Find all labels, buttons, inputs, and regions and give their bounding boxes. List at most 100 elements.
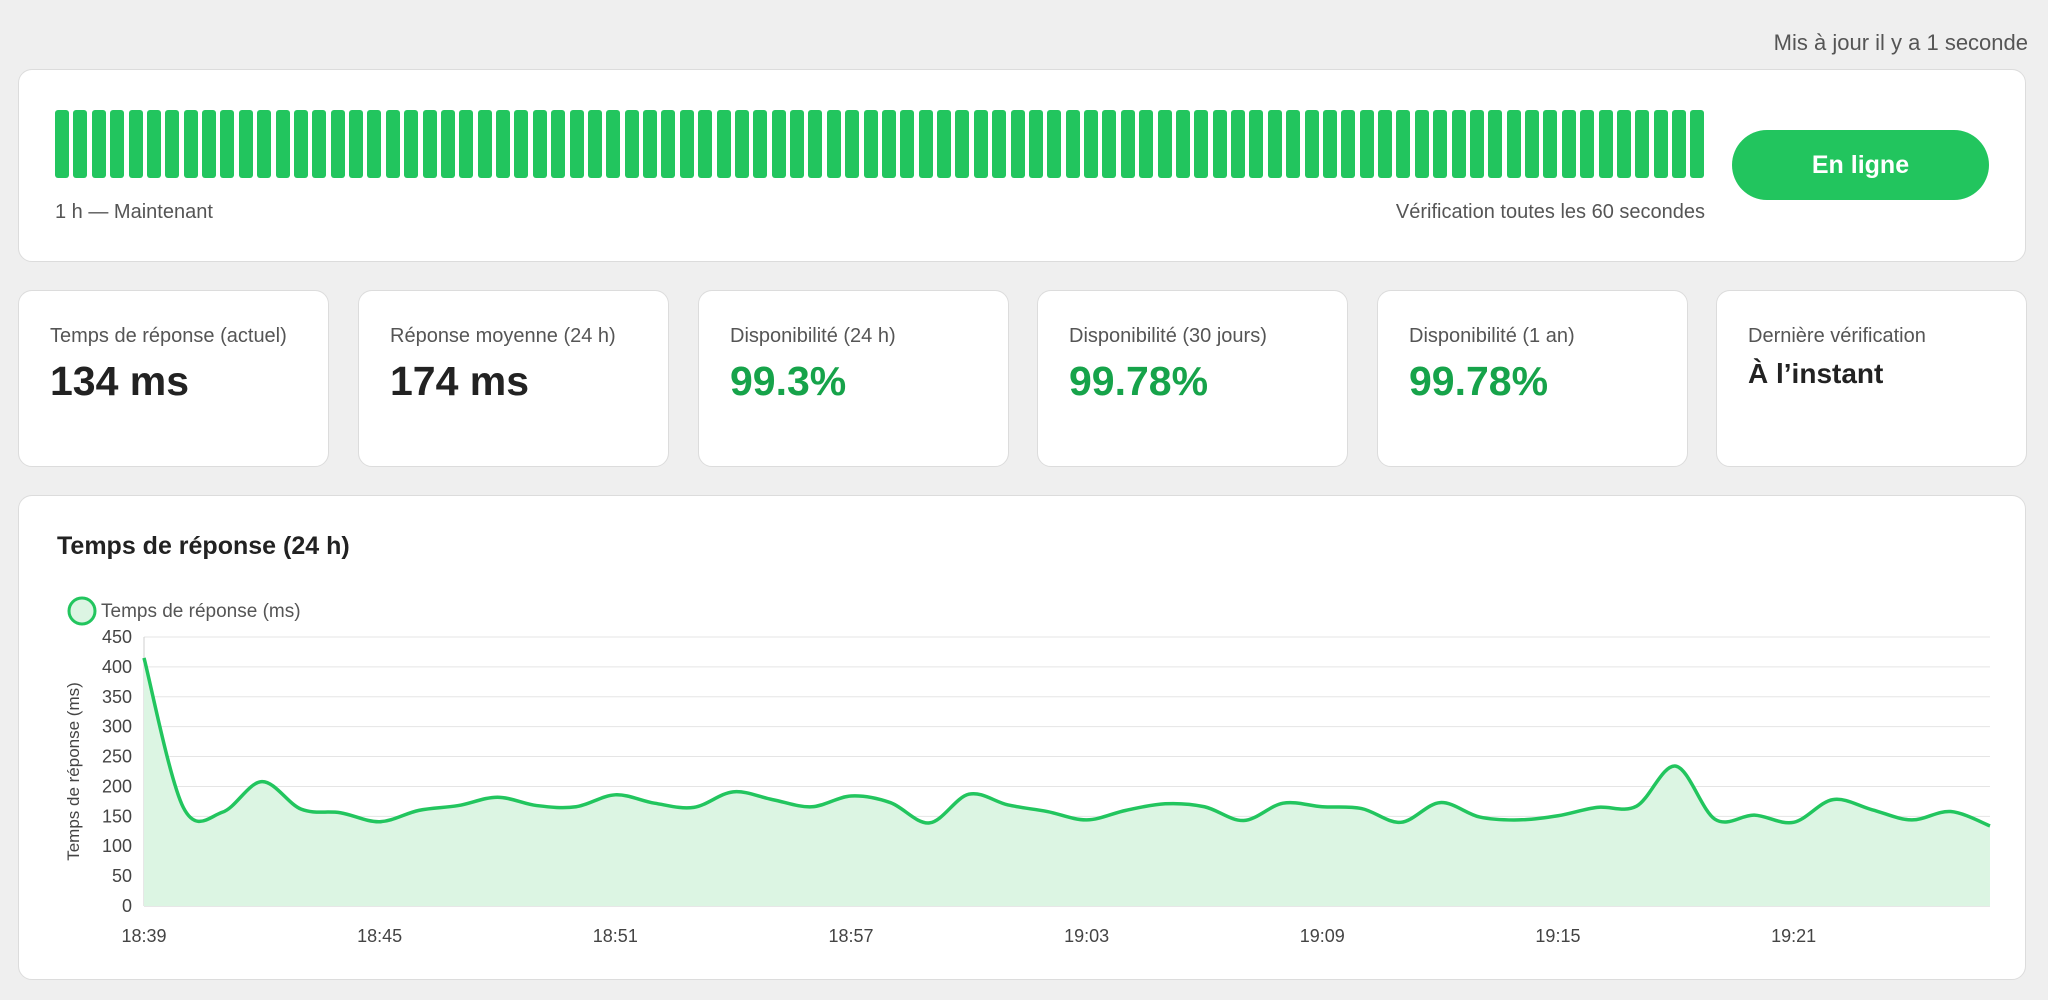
uptime-bar[interactable] (165, 110, 180, 178)
uptime-bar[interactable] (973, 110, 988, 178)
uptime-bar[interactable] (91, 110, 106, 178)
uptime-bar[interactable] (1249, 110, 1264, 178)
online-status-button[interactable]: En ligne (1732, 130, 1989, 200)
uptime-bar[interactable] (569, 110, 584, 178)
uptime-bar[interactable] (679, 110, 694, 178)
uptime-bar[interactable] (293, 110, 308, 178)
uptime-bar[interactable] (1084, 110, 1098, 178)
uptime-bar[interactable] (992, 110, 1007, 178)
uptime-bar[interactable] (459, 110, 474, 178)
uptime-bar[interactable] (661, 110, 676, 178)
uptime-bar[interactable] (55, 110, 69, 178)
uptime-bar[interactable] (1396, 110, 1411, 178)
uptime-bar[interactable] (624, 110, 639, 178)
uptime-bar[interactable] (937, 110, 951, 178)
uptime-bar[interactable] (587, 110, 602, 178)
uptime-bar[interactable] (845, 110, 860, 178)
uptime-bar[interactable] (1635, 110, 1650, 178)
uptime-bar[interactable] (881, 110, 896, 178)
uptime-bar[interactable] (1433, 110, 1448, 178)
uptime-bar[interactable] (477, 110, 492, 178)
uptime-bar[interactable] (643, 110, 657, 178)
uptime-bar[interactable] (900, 110, 915, 178)
uptime-bar[interactable] (1304, 110, 1319, 178)
uptime-bar[interactable] (1451, 110, 1466, 178)
uptime-bar[interactable] (1690, 110, 1705, 178)
uptime-bar[interactable] (73, 110, 88, 178)
metric-value: 174 ms (390, 358, 530, 404)
x-tick-label: 18:39 (121, 926, 166, 946)
uptime-bar[interactable] (826, 110, 841, 178)
uptime-bar[interactable] (771, 110, 786, 178)
uptime-bar[interactable] (863, 110, 878, 178)
uptime-bar[interactable] (385, 110, 400, 178)
uptime-bar[interactable] (1543, 110, 1558, 178)
uptime-bar[interactable] (110, 110, 125, 178)
uptime-bar[interactable] (146, 110, 161, 178)
uptime-bar[interactable] (551, 110, 566, 178)
uptime-bar[interactable] (1598, 110, 1613, 178)
last-updated-text: Mis à jour il y a 1 seconde (1773, 30, 2028, 55)
uptime-bar[interactable] (1488, 110, 1503, 178)
uptime-bar[interactable] (716, 110, 731, 178)
uptime-bar[interactable] (532, 110, 547, 178)
uptime-bar[interactable] (514, 110, 529, 178)
uptime-bar[interactable] (1286, 110, 1301, 178)
uptime-bar[interactable] (606, 110, 621, 178)
uptime-bar[interactable] (1561, 110, 1576, 178)
uptime-bar[interactable] (1580, 110, 1595, 178)
uptime-bar[interactable] (422, 110, 437, 178)
uptime-bar[interactable] (1212, 110, 1227, 178)
uptime-bar[interactable] (753, 110, 768, 178)
metric-card-average-response: Réponse moyenne (24 h) 174 ms (358, 290, 669, 467)
uptime-bar[interactable] (1469, 110, 1484, 178)
uptime-bar[interactable] (1359, 110, 1374, 178)
uptime-bar[interactable] (1010, 110, 1025, 178)
uptime-bar[interactable] (1672, 110, 1686, 178)
uptime-bar[interactable] (734, 110, 749, 178)
uptime-bar[interactable] (312, 110, 327, 178)
uptime-bar[interactable] (257, 110, 272, 178)
uptime-bar[interactable] (1414, 110, 1429, 178)
uptime-bar[interactable] (440, 110, 455, 178)
uptime-bar[interactable] (1525, 110, 1539, 178)
uptime-bar[interactable] (183, 110, 198, 178)
uptime-bar[interactable] (1616, 110, 1631, 178)
uptime-bar[interactable] (1506, 110, 1521, 178)
uptime-bar[interactable] (1120, 110, 1135, 178)
uptime-bar[interactable] (1047, 110, 1062, 178)
uptime-bar[interactable] (220, 110, 235, 178)
uptime-bar[interactable] (955, 110, 970, 178)
metric-value: 99.3% (730, 358, 847, 404)
uptime-bar[interactable] (698, 110, 713, 178)
uptime-bar[interactable] (330, 110, 345, 178)
x-tick-label: 18:51 (593, 926, 638, 946)
uptime-bar[interactable] (1175, 110, 1190, 178)
metric-card-uptime-1y: Disponibilité (1 an) 99.78% (1377, 290, 1688, 467)
uptime-bar[interactable] (404, 110, 419, 178)
uptime-bar[interactable] (275, 110, 290, 178)
uptime-bar[interactable] (1653, 110, 1668, 178)
uptime-bar[interactable] (1139, 110, 1154, 178)
uptime-bar[interactable] (1065, 110, 1080, 178)
uptime-bar[interactable] (808, 110, 823, 178)
uptime-bar[interactable] (1194, 110, 1209, 178)
uptime-bar[interactable] (918, 110, 933, 178)
uptime-bar[interactable] (202, 110, 216, 178)
uptime-bar[interactable] (128, 110, 143, 178)
uptime-bar[interactable] (1102, 110, 1117, 178)
x-tick-label: 19:09 (1300, 926, 1345, 946)
uptime-bar[interactable] (1341, 110, 1356, 178)
uptime-bar[interactable] (238, 110, 253, 178)
y-tick-label: 150 (102, 806, 132, 826)
uptime-bar[interactable] (790, 110, 804, 178)
uptime-bar[interactable] (367, 110, 382, 178)
uptime-bar[interactable] (496, 110, 510, 178)
uptime-bar[interactable] (349, 110, 363, 178)
uptime-bar[interactable] (1322, 110, 1337, 178)
uptime-bar[interactable] (1267, 110, 1282, 178)
uptime-bar[interactable] (1028, 110, 1043, 178)
uptime-bar[interactable] (1157, 110, 1172, 178)
uptime-bar[interactable] (1378, 110, 1392, 178)
uptime-bar[interactable] (1231, 110, 1245, 178)
